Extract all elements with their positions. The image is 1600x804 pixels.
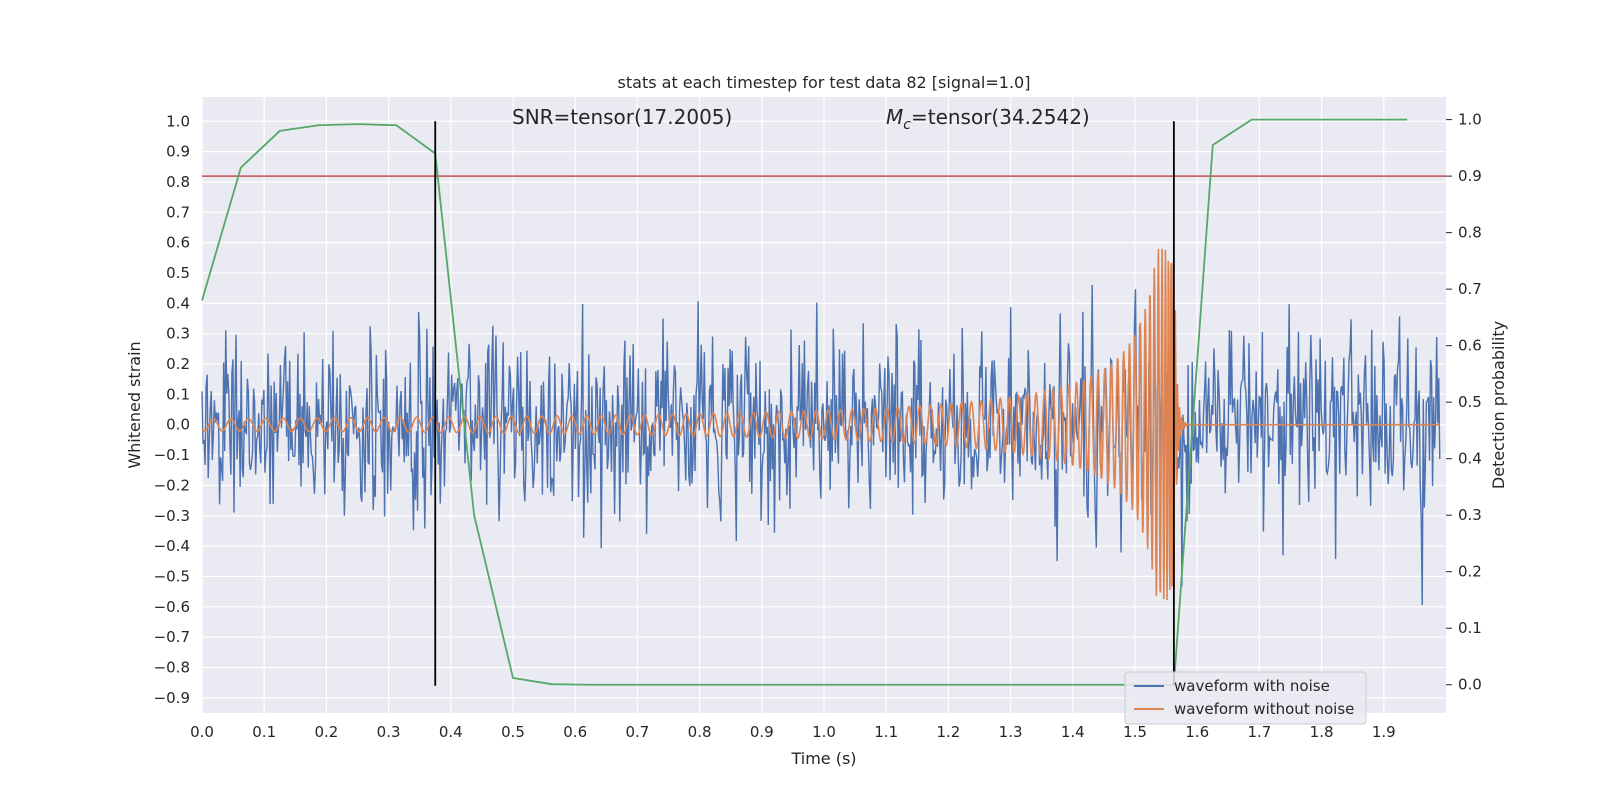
y2-tick-label: 0.8: [1458, 224, 1482, 242]
x-tick-label: 1.9: [1372, 723, 1396, 741]
x-tick-label: 1.1: [874, 723, 898, 741]
y-axis-label: Whitened strain: [125, 341, 144, 468]
y-tick-label: 0.9: [166, 143, 190, 161]
y-tick-label: 0.2: [166, 355, 190, 373]
mc-value: =tensor(34.2542): [911, 105, 1090, 129]
y-tick-label: 0.8: [166, 173, 190, 191]
x-tick-label: 1.5: [1123, 723, 1147, 741]
y2-tick-label: 0.4: [1458, 450, 1482, 468]
x-tick-label: 1.6: [1185, 723, 1209, 741]
x-tick-label: 0.4: [439, 723, 463, 741]
snr-annotation: SNR=tensor(17.2005): [512, 105, 732, 129]
y-tick-label: 0.7: [166, 203, 190, 221]
y2-tick-label: 0.5: [1458, 393, 1482, 411]
y-tick-label: −0.7: [154, 628, 190, 646]
x-tick-label: 0.0: [190, 723, 214, 741]
y-tick-label: −0.5: [154, 567, 190, 585]
y-tick-label: −0.3: [154, 507, 190, 525]
y-tick-label: 0.5: [166, 264, 190, 282]
y-tick-label: 0.4: [166, 294, 190, 312]
y2-tick-label: 0.7: [1458, 280, 1482, 298]
legend: waveform with noise waveform without noi…: [1125, 672, 1366, 724]
y2-tick-label: 0.9: [1458, 167, 1482, 185]
x-axis-label: Time (s): [790, 749, 856, 768]
x-tick-label: 0.1: [252, 723, 276, 741]
y-tick-label: −0.4: [154, 537, 190, 555]
y2-tick-label: 1.0: [1458, 111, 1482, 129]
y-tick-label: 0.6: [166, 234, 190, 252]
x-tick-label: 0.6: [563, 723, 587, 741]
y-tick-label: 0.0: [166, 416, 190, 434]
y-tick-label: −0.1: [154, 446, 190, 464]
legend-label-clean: waveform without noise: [1174, 700, 1354, 718]
x-tick-label: 0.5: [501, 723, 525, 741]
y-tick-label: 1.0: [166, 112, 190, 130]
mc-annotation: Mc=tensor(34.2542): [886, 105, 1090, 133]
y2-tick-label: 0.1: [1458, 619, 1482, 637]
x-tick-label: 0.8: [688, 723, 712, 741]
x-tick-label: 0.7: [625, 723, 649, 741]
y-tick-label: 0.1: [166, 385, 190, 403]
y2-axis-label: Detection probability: [1489, 321, 1508, 489]
x-tick-label: 1.0: [812, 723, 836, 741]
y-tick-label: −0.9: [154, 689, 190, 707]
y-tick-label: −0.8: [154, 658, 190, 676]
y-tick-label: −0.6: [154, 598, 190, 616]
mc-symbol: M: [886, 105, 903, 129]
x-tick-label: 0.9: [750, 723, 774, 741]
y-tick-label: 0.3: [166, 325, 190, 343]
x-tick-label: 1.4: [1061, 723, 1085, 741]
y2-tick-label: 0.6: [1458, 337, 1482, 355]
y2-tick-label: 0.2: [1458, 563, 1482, 581]
y2-tick-label: 0.3: [1458, 506, 1482, 524]
chart-title: stats at each timestep for test data 82 …: [618, 73, 1031, 92]
x-tick-label: 1.7: [1247, 723, 1271, 741]
legend-label-noise: waveform with noise: [1174, 677, 1330, 695]
x-tick-label: 1.8: [1310, 723, 1334, 741]
y2-tick-label: 0.0: [1458, 676, 1482, 694]
x-tick-label: 0.3: [377, 723, 401, 741]
x-tick-label: 1.3: [999, 723, 1023, 741]
x-tick-label: 0.2: [314, 723, 338, 741]
x-tick-label: 1.2: [936, 723, 960, 741]
y-tick-label: −0.2: [154, 476, 190, 494]
